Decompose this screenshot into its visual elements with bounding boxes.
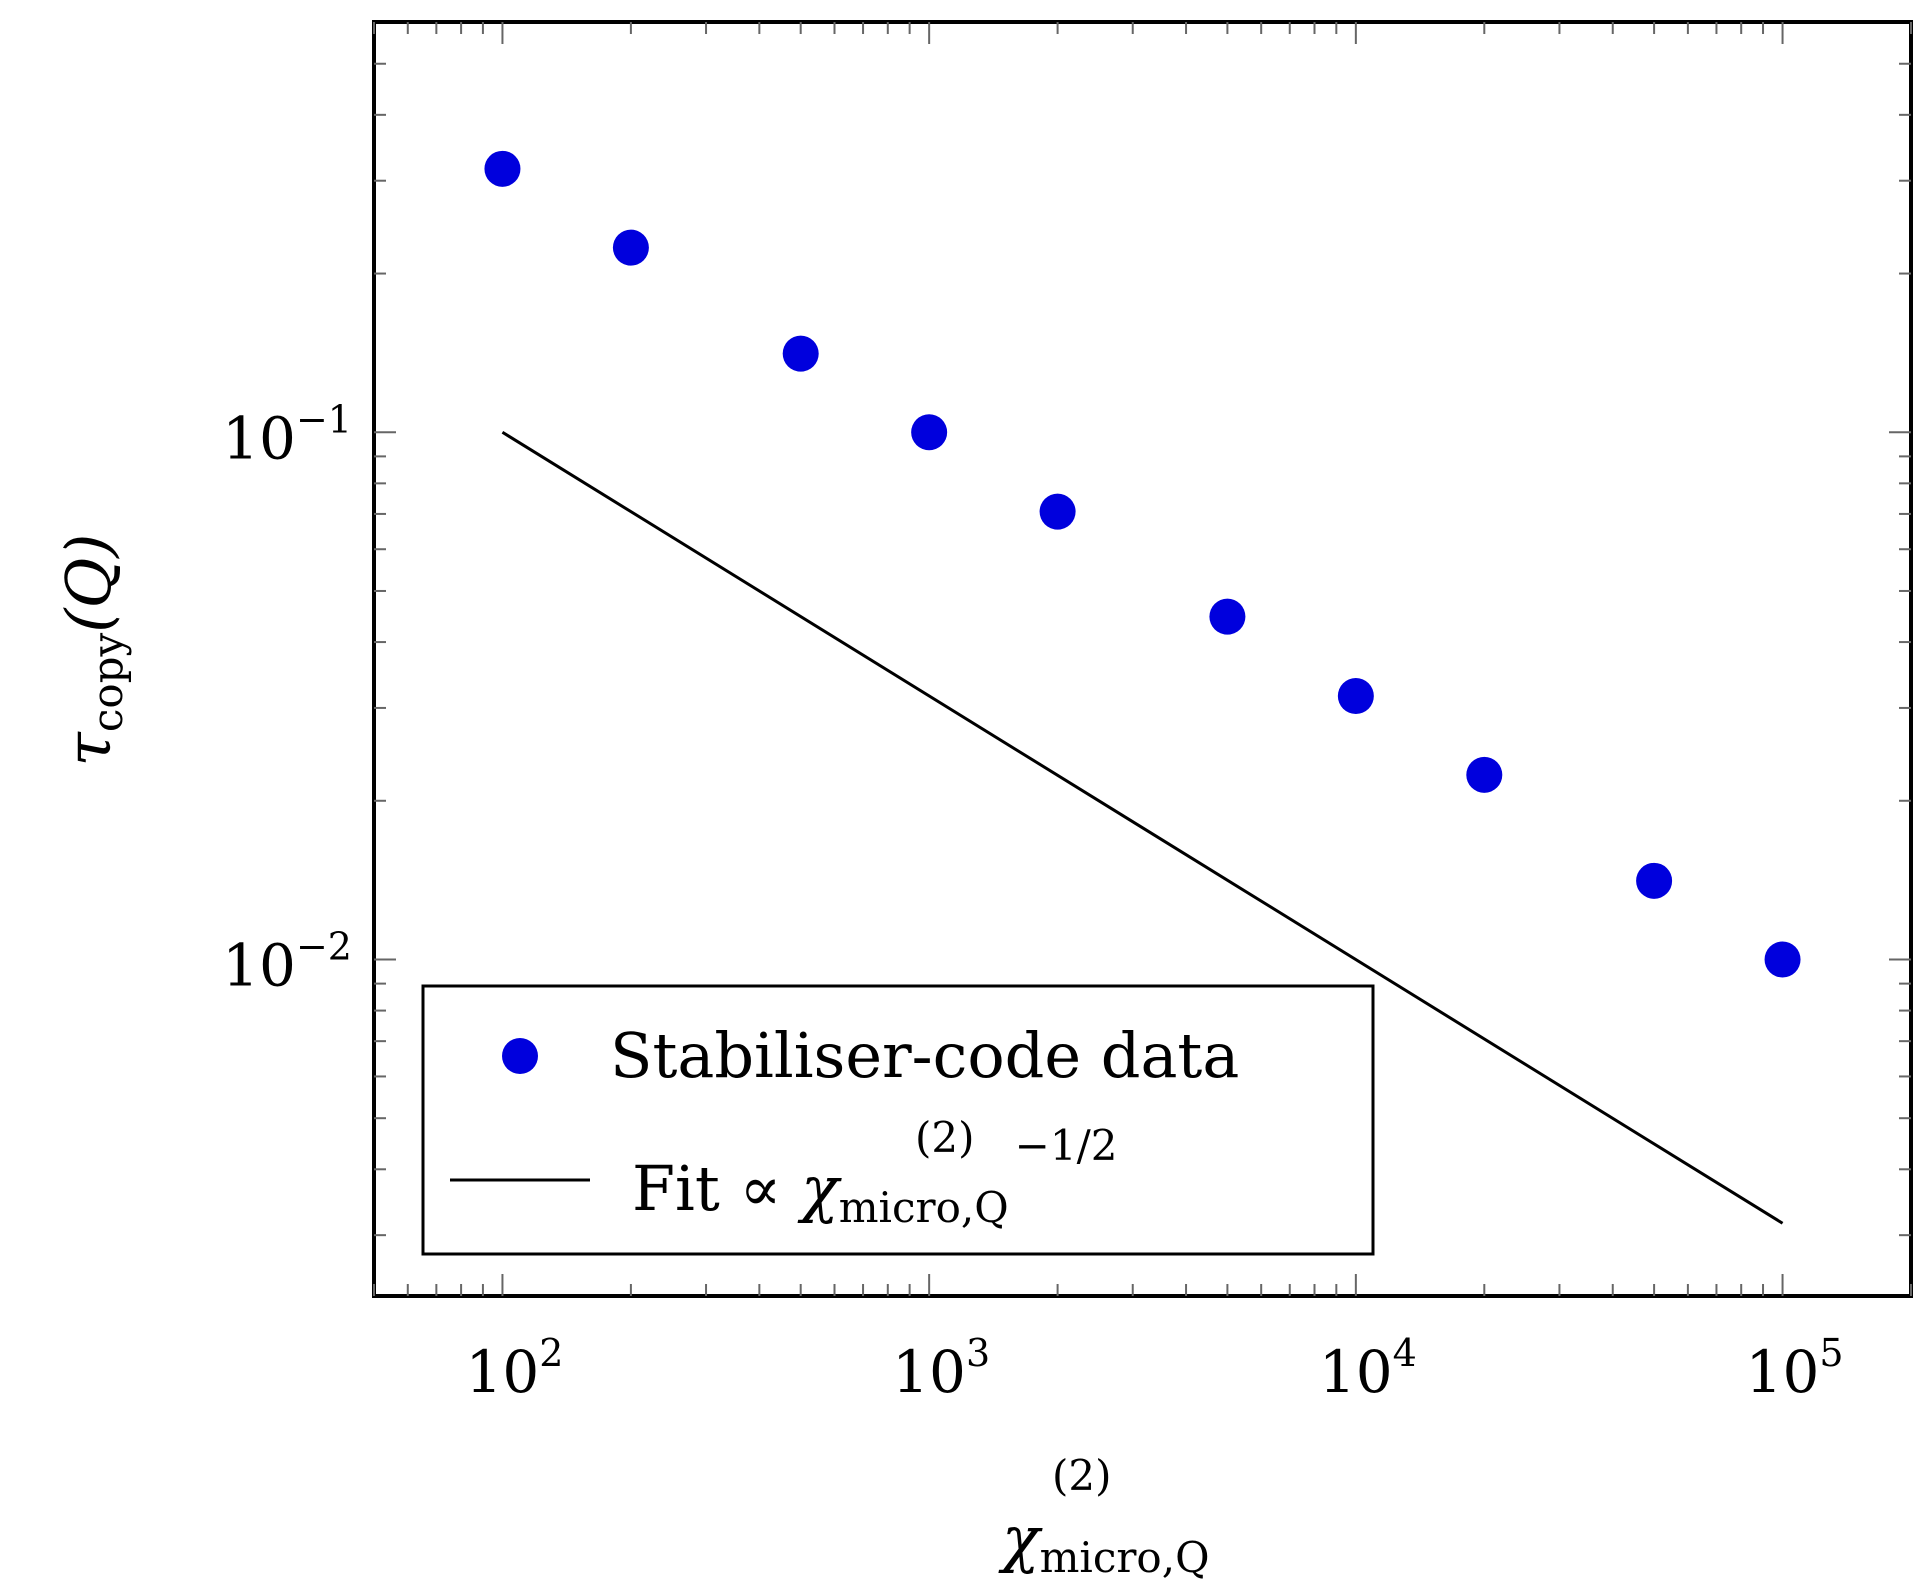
x-tick-labels: 102 103 104 105 bbox=[465, 1331, 1843, 1406]
major-ticks bbox=[374, 22, 1911, 1296]
data-point bbox=[612, 229, 649, 266]
x-axis-title: χmicro,Q (2) bbox=[998, 1451, 1229, 1587]
legend-label-scatter: Stabiliser-code data bbox=[610, 1019, 1239, 1092]
y-tick-label-1: 10−1 bbox=[222, 397, 352, 472]
x-tick-label-3: 104 bbox=[1319, 1331, 1417, 1406]
y-tick-label-2: 10−2 bbox=[222, 924, 352, 999]
legend-label-fit: Fit ∝ χmicro,Q−1/2 (2) bbox=[632, 1102, 1137, 1232]
data-point bbox=[1764, 941, 1801, 978]
data-point bbox=[911, 414, 948, 451]
data-point bbox=[1039, 493, 1076, 530]
data-point bbox=[1636, 862, 1673, 899]
y-axis-title: τcopy(Q) bbox=[52, 534, 132, 767]
minor-ticks bbox=[373, 22, 1912, 1296]
y-tick-labels: 10−1 10−2 bbox=[222, 397, 352, 999]
data-point bbox=[782, 335, 819, 372]
data-point bbox=[484, 150, 521, 187]
points-layer bbox=[484, 150, 1801, 978]
legend-box bbox=[421, 984, 1375, 1256]
data-point bbox=[1209, 598, 1246, 635]
data-point bbox=[1466, 756, 1503, 793]
x-tick-label-1: 102 bbox=[465, 1331, 563, 1406]
x-tick-label-4: 105 bbox=[1746, 1331, 1844, 1406]
fit-line bbox=[501, 430, 1784, 1225]
x-tick-label-2: 103 bbox=[892, 1331, 990, 1406]
legend-marker-scatter bbox=[502, 1038, 538, 1074]
fit-layer bbox=[501, 430, 1784, 1225]
legend: Stabiliser-code data Fit ∝ χmicro,Q−1/2 … bbox=[421, 984, 1375, 1256]
data-point bbox=[1337, 678, 1374, 715]
